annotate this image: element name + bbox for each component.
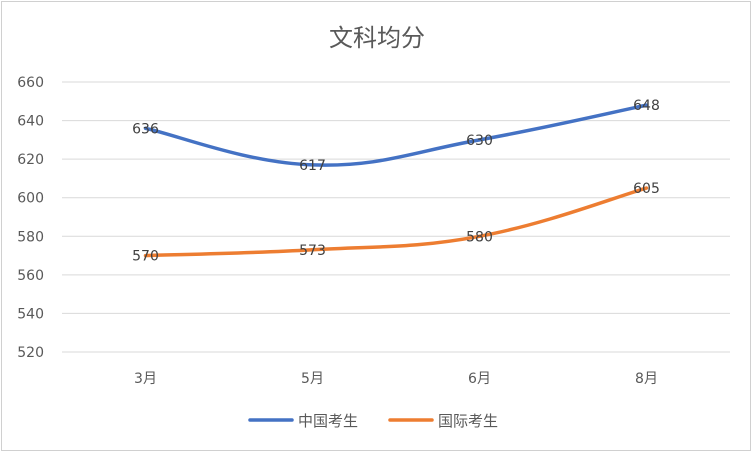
data-label: 580: [466, 229, 493, 245]
legend: 中国考生 国际考生: [248, 412, 498, 430]
y-tick-label: 660: [17, 75, 44, 91]
y-tick-label: 540: [17, 306, 44, 322]
series-lines: [143, 103, 649, 258]
y-tick-label: 580: [17, 229, 44, 245]
x-tick-label: 5月: [301, 371, 324, 387]
data-label: 630: [466, 133, 493, 149]
series-line-1: [143, 103, 649, 167]
data-labels: 636 617 630 648 570 573 580 605: [132, 98, 660, 264]
data-label: 570: [132, 249, 159, 265]
legend-label-2: 国际考生: [438, 412, 498, 430]
x-tick-label: 6月: [468, 371, 491, 387]
chart-title: 文科均分: [329, 24, 425, 52]
y-tick-label: 560: [17, 268, 44, 284]
data-label: 573: [299, 243, 326, 259]
series-line-2: [143, 186, 649, 258]
data-label: 636: [132, 121, 159, 137]
data-label: 648: [633, 98, 660, 114]
data-label: 617: [299, 158, 326, 174]
data-label: 605: [633, 181, 660, 197]
x-tick-label: 3月: [134, 371, 157, 387]
legend-label-1: 中国考生: [298, 412, 358, 430]
y-axis-ticks: 520 540 560 580 600 620 640 660: [17, 75, 44, 361]
gridlines: [62, 81, 730, 353]
y-tick-label: 520: [17, 345, 44, 361]
x-tick-label: 8月: [635, 371, 658, 387]
y-tick-label: 620: [17, 152, 44, 168]
x-axis-ticks: 3月 5月 6月 8月: [134, 371, 658, 387]
y-tick-label: 600: [17, 191, 44, 207]
y-tick-label: 640: [17, 114, 44, 130]
